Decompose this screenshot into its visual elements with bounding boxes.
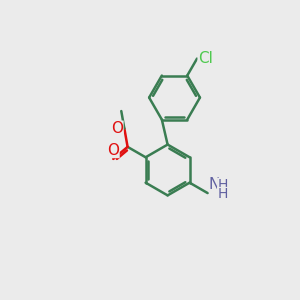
Text: Cl: Cl <box>198 51 213 66</box>
Text: H: H <box>217 187 228 201</box>
Text: H: H <box>217 178 228 192</box>
Text: O: O <box>111 121 123 136</box>
Text: N: N <box>209 177 220 192</box>
Text: O: O <box>107 143 119 158</box>
